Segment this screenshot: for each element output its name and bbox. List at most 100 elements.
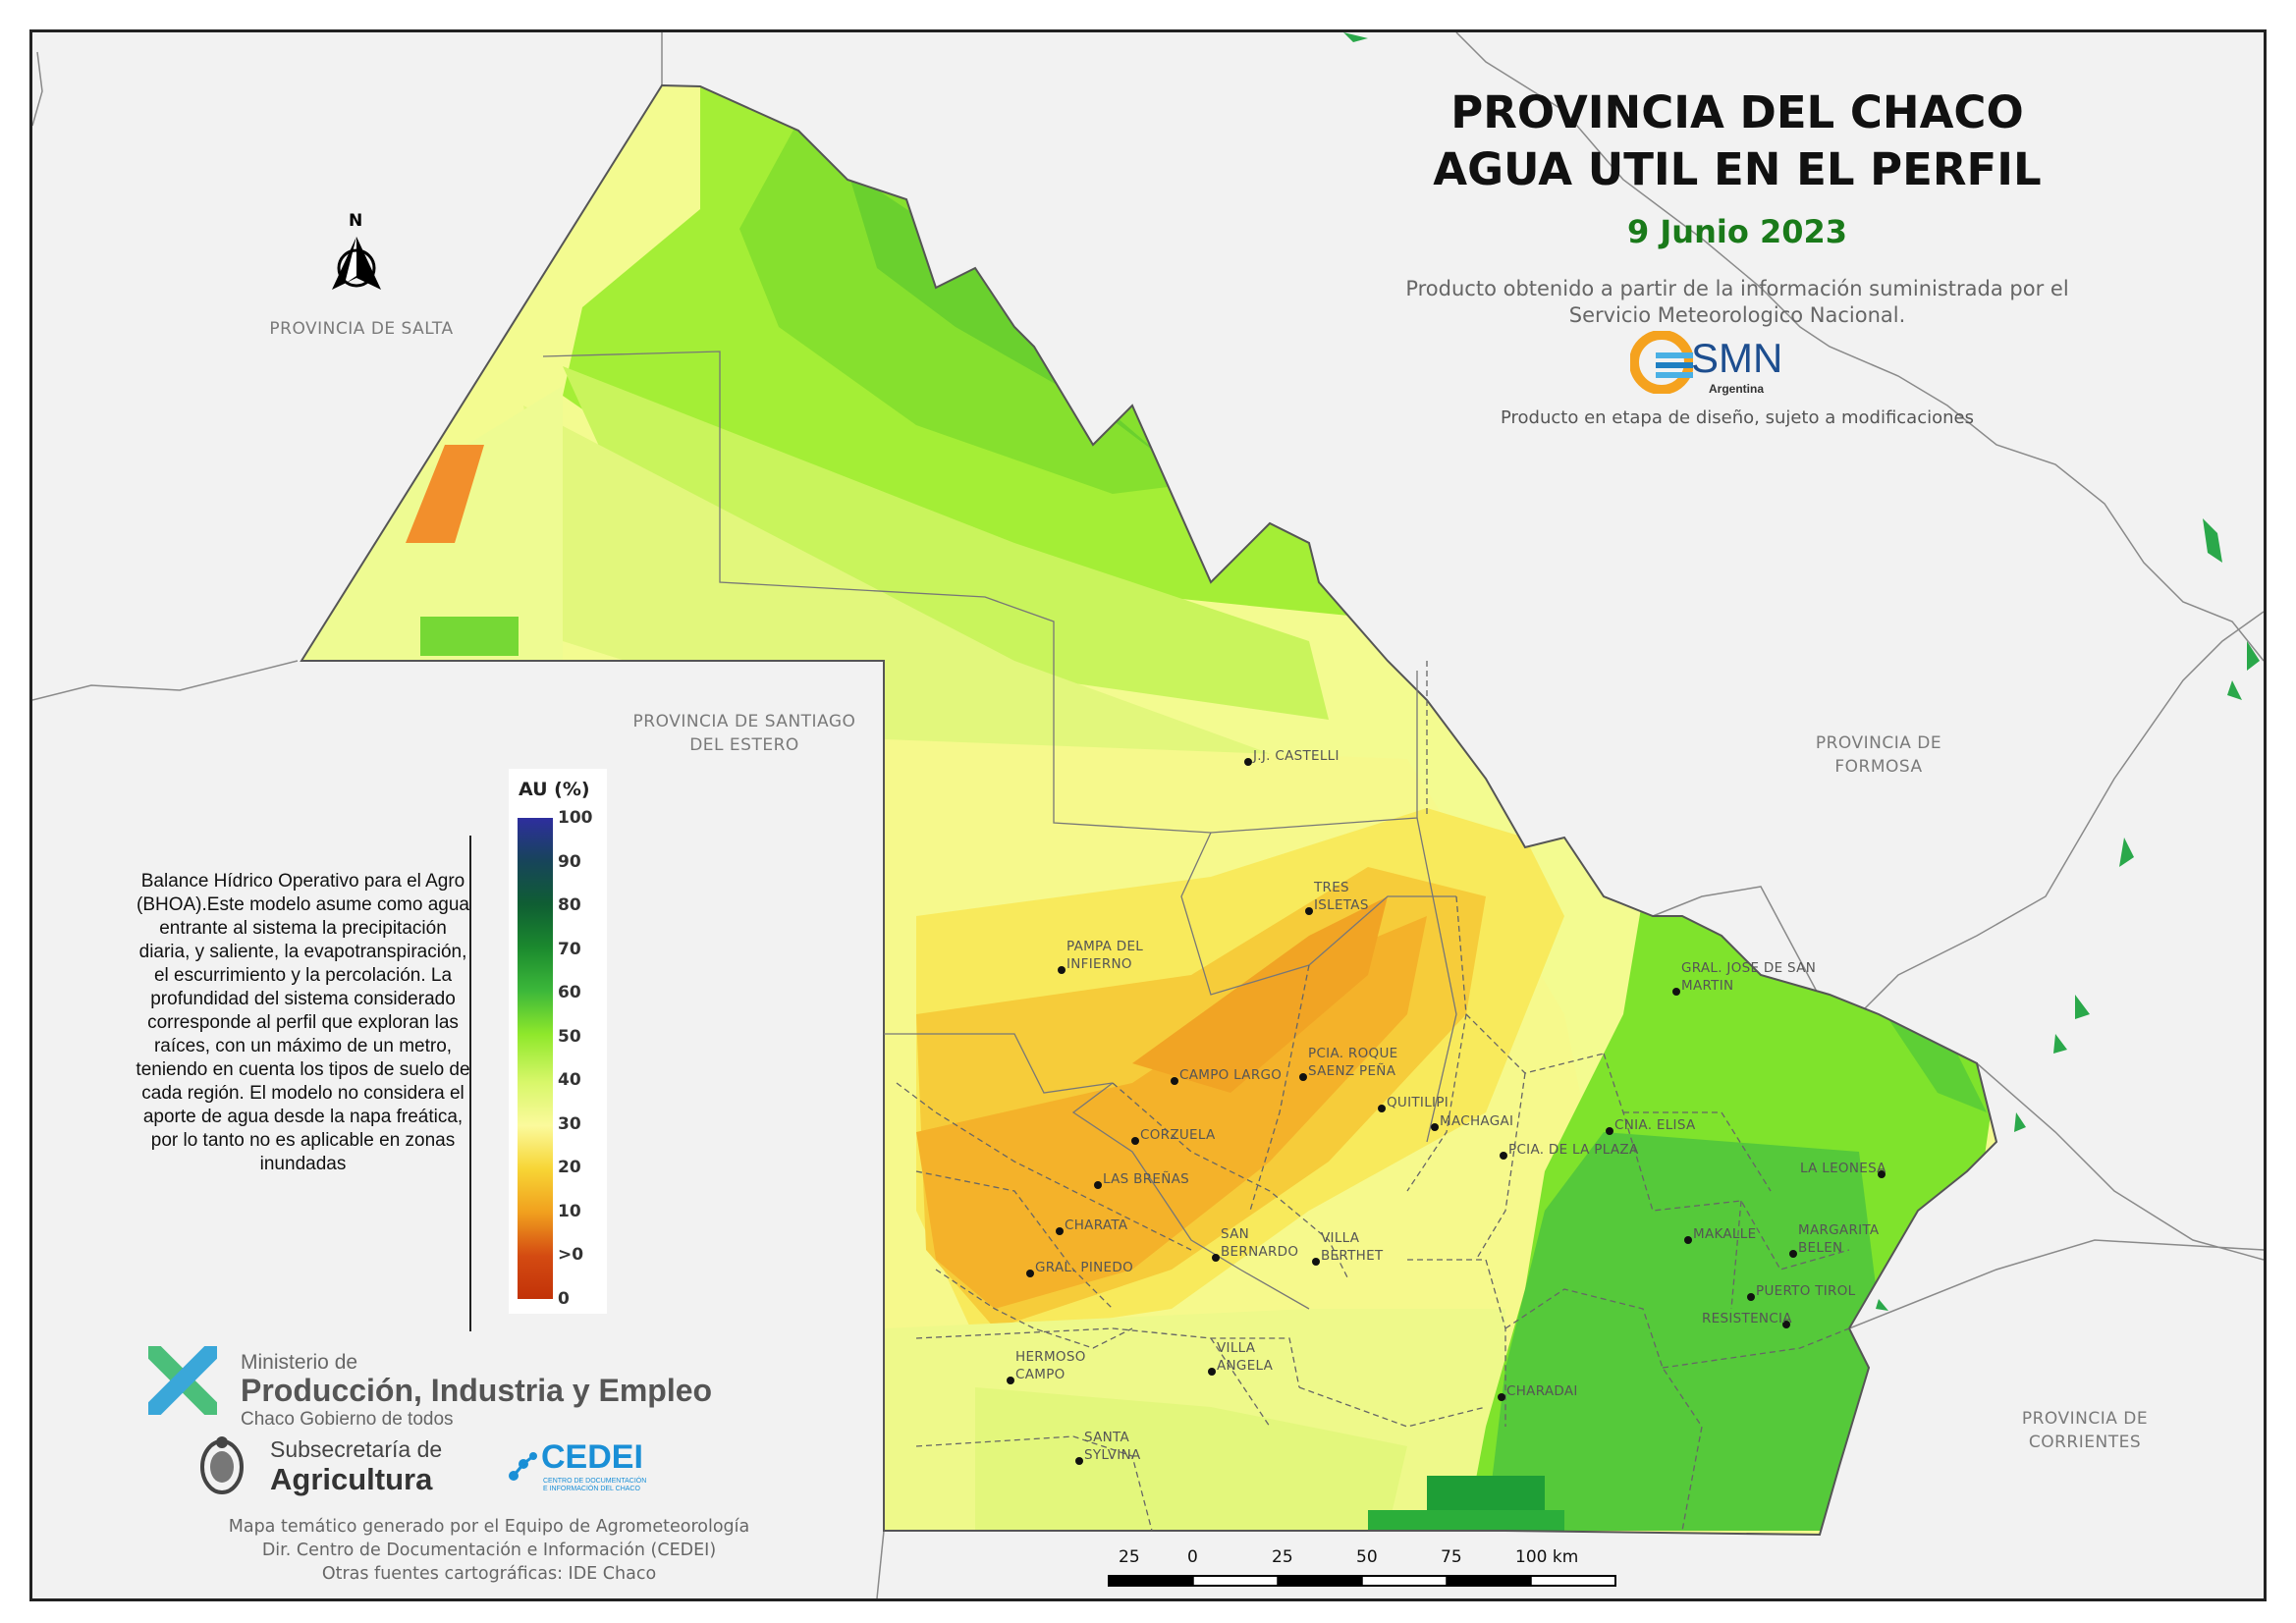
cedei-name: CEDEI (541, 1438, 643, 1476)
north-label: N (349, 211, 363, 231)
city-dot (1212, 1254, 1220, 1262)
city-label: MAKALLE (1693, 1226, 1757, 1242)
source-text: Producto obtenido a partir de la informa… (1405, 277, 2069, 327)
city-label: PCIA. DE LA PLAZA (1508, 1142, 1639, 1158)
ministerio-logo-icon (144, 1342, 221, 1419)
city-label: SANTA SYLVINA (1084, 1430, 1141, 1463)
scale-label: 50 (1356, 1547, 1378, 1567)
city-dot (1782, 1321, 1790, 1328)
ministerio-line3: Chaco Gobierno de todos (241, 1409, 454, 1430)
legend-tick: 90 (558, 851, 581, 872)
city-dot (1026, 1270, 1034, 1277)
legend-tick: 50 (558, 1026, 581, 1047)
city-dot (1094, 1181, 1102, 1189)
city-dot (1431, 1123, 1439, 1131)
chaco-seal-icon (199, 1434, 245, 1495)
legend-tick: 80 (558, 895, 581, 916)
subsecretaria-line1: Subsecretaría de (270, 1436, 443, 1462)
city-dot (1500, 1152, 1507, 1160)
city-dot (1305, 907, 1313, 915)
chaco-outline (300, 83, 1998, 1537)
city-label: QUITILIPI (1387, 1095, 1449, 1110)
smn-logo-sub: Argentina (1709, 382, 1765, 396)
scale-label: 100 km (1515, 1547, 1579, 1567)
cedei-sub: CENTRO DE DOCUMENTACIÓN E INFORMACIÓN DE… (543, 1478, 647, 1492)
city-label: MARGARITA BELEN (1798, 1222, 1880, 1256)
map-title-line2: AGUA UTIL EN EL PERFIL (1433, 143, 2042, 195)
city-label: CAMPO LARGO (1179, 1067, 1283, 1083)
cedei-logo-icon (506, 1448, 541, 1484)
city-label: HERMOSO CAMPO (1015, 1349, 1086, 1382)
legend-tick: 20 (558, 1158, 581, 1178)
bhoa-description: Balance Hídrico Operativo para el Agro (… (136, 871, 470, 1174)
city-label: LA LEONESA (1800, 1161, 1886, 1176)
label-formosa: PROVINCIA DE FORMOSA (1815, 733, 1942, 777)
legend-title: AU (%) (519, 779, 590, 800)
city-dot (1312, 1258, 1320, 1266)
credits-line1: Mapa temático generado por el Equipo de … (228, 1517, 750, 1537)
city-dot (1208, 1368, 1216, 1376)
legend-tick: 60 (558, 983, 581, 1003)
subsecretaria-line2: Agricultura (270, 1462, 433, 1496)
label-salta: PROVINCIA DE SALTA (269, 319, 454, 339)
legend-box: AU (%) 100 90 80 70 60 50 40 30 20 10 >0 0 (509, 769, 607, 1314)
label-corrientes: PROVINCIA DE CORRIENTES (2021, 1409, 2149, 1452)
city-dot (1131, 1137, 1139, 1145)
legend-colorbar (518, 818, 553, 1299)
north-arrow-icon (332, 237, 381, 290)
city-dot (1299, 1073, 1307, 1081)
city-dot (1075, 1457, 1083, 1465)
ministerio-line1: Ministerio de (241, 1351, 358, 1374)
smn-logo-icon (1630, 331, 1693, 394)
label-santiago: PROVINCIA DE SANTIAGO DEL ESTERO (632, 712, 856, 755)
city-dot (1684, 1236, 1692, 1244)
legend-tick: 10 (558, 1201, 581, 1221)
credits-line2: Dir. Centro de Documentación e Informaci… (261, 1541, 717, 1560)
city-label: CORZUELA (1140, 1127, 1216, 1143)
map-date: 9 Junio 2023 (1626, 213, 1848, 250)
legend-tick: >0 (558, 1245, 584, 1266)
design-note: Producto en etapa de diseño, sujeto a mo… (1500, 407, 1974, 428)
description-divider (469, 836, 471, 1331)
city-label: CHARADAI (1506, 1383, 1578, 1399)
city-dot (1606, 1127, 1613, 1135)
city-label: CNIA. ELISA (1614, 1117, 1696, 1133)
city-label: SAN BERNARDO (1221, 1226, 1299, 1260)
department-boundaries (542, 351, 1457, 1310)
legend-tick: 30 (558, 1113, 581, 1134)
department-boundaries-dashed (896, 661, 1850, 1532)
city-label: GRAL. JOSE DE SAN MARTIN (1681, 960, 1817, 994)
city-label: J.J. CASTELLI (1253, 748, 1339, 764)
smn-logo-text: SMN (1691, 335, 1783, 381)
city-label: PUERTO TIROL (1756, 1283, 1856, 1299)
city-label: MACHAGAI (1440, 1113, 1514, 1129)
map-frame: N PROVINCIA DE SALTA PROVINCIA DE SANTIA… (29, 29, 2267, 1601)
city-dot (1056, 1227, 1064, 1235)
city-dot (1378, 1105, 1386, 1112)
city-label: LAS BREÑAS (1103, 1171, 1190, 1187)
legend-tick: 40 (558, 1070, 581, 1091)
legend-tick: 70 (558, 939, 581, 959)
city-label: GRAL. PINEDO (1035, 1260, 1134, 1275)
city-label: PAMPA DEL INFIERNO (1066, 939, 1144, 972)
city-dot (1171, 1077, 1178, 1085)
map-canvas (32, 32, 2264, 1598)
city-label: PCIA. ROQUE SAENZ PEÑA (1308, 1046, 1398, 1079)
scale-bar (1108, 1575, 1616, 1587)
ministerio-line2: Producción, Industria y Empleo (241, 1373, 713, 1408)
city-label: VILLA ANGELA (1217, 1340, 1274, 1374)
scale-label: 25 (1272, 1547, 1293, 1567)
scale-label: 25 (1119, 1547, 1140, 1567)
river-patches (1343, 32, 2260, 1311)
city-dot (1672, 988, 1680, 996)
city-label: VILLA BERTHET (1321, 1230, 1384, 1264)
city-label: TRES ISLETAS (1314, 880, 1369, 913)
city-dot (1789, 1250, 1797, 1258)
city-dot (1498, 1393, 1505, 1401)
credits-line3: Otras fuentes cartográficas: IDE Chaco (321, 1564, 657, 1584)
city-label: CHARATA (1065, 1217, 1128, 1233)
neighbor-boundaries (32, 32, 2264, 1598)
city-dot (1058, 966, 1066, 974)
scale-label: 75 (1441, 1547, 1462, 1567)
map-title-line1: PROVINCIA DEL CHACO (1450, 86, 2024, 138)
